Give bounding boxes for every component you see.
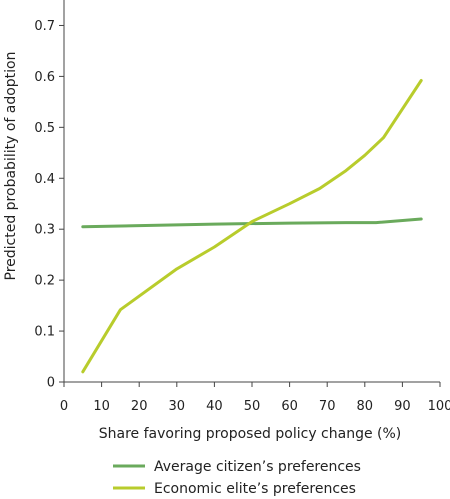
x-axis-label: Share favoring proposed policy change (%… <box>99 426 402 442</box>
series-lines <box>81 79 423 374</box>
x-tick-label: 10 <box>93 399 110 414</box>
x-tick-label: 100 <box>428 399 450 414</box>
legend-label-economic-elite: Economic elite’s preferences <box>154 481 356 497</box>
y-tick-label: 0.2 <box>34 274 55 289</box>
legend-label-average-citizen: Average citizen’s preferences <box>154 459 361 475</box>
y-axis-label: Predicted probability of adoption <box>3 52 19 281</box>
series-line-economic-elite <box>81 79 423 374</box>
x-tick-label: 60 <box>281 399 298 414</box>
x-tick-label: 90 <box>394 399 411 414</box>
x-tick-label: 80 <box>357 399 374 414</box>
series-line-average-citizen <box>81 217 423 229</box>
y-tick-label: 0.3 <box>34 223 55 238</box>
y-tick-label: 0.1 <box>34 325 55 340</box>
x-tick-label: 40 <box>206 399 223 414</box>
x-tick-label: 0 <box>60 399 68 414</box>
y-axis-ticks: 0 0.1 0.2 0.3 0.4 0.5 0.6 0.7 <box>34 19 64 391</box>
y-tick-label: 0.4 <box>34 172 55 187</box>
x-tick-label: 30 <box>169 399 186 414</box>
x-axis-ticks: 0 10 20 30 40 50 60 70 80 90 100 <box>60 382 450 414</box>
y-tick-label: 0.5 <box>34 121 55 136</box>
axes <box>63 0 440 383</box>
x-tick-label: 20 <box>131 399 148 414</box>
y-tick-label: 0.7 <box>34 19 55 34</box>
legend: Average citizen’s preferences Economic e… <box>113 459 361 497</box>
y-tick-label: 0.6 <box>34 70 55 85</box>
x-tick-label: 50 <box>244 399 261 414</box>
y-tick-label: 0 <box>47 376 55 391</box>
x-tick-label: 70 <box>319 399 336 414</box>
